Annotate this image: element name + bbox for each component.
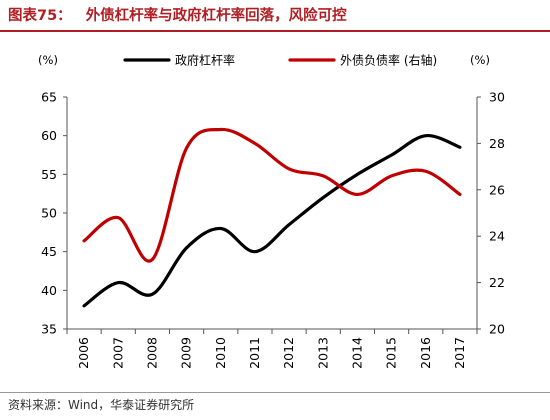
x-tick-label: 2012 xyxy=(281,337,296,369)
left-tick-label: 55 xyxy=(41,167,57,182)
x-tick-label: 2014 xyxy=(349,337,364,369)
left-tick-label: 50 xyxy=(41,206,57,221)
x-tick-label: 2017 xyxy=(452,337,467,369)
left-tick-label: 40 xyxy=(41,283,57,298)
series-line-government-leverage xyxy=(82,134,462,308)
series-line-external-debt xyxy=(82,127,462,263)
figure-header: 图表75： 外债杠杆率与政府杠杆率回落，风险可控 xyxy=(0,0,550,32)
left-tick-label: 45 xyxy=(41,244,57,259)
chart-area: 35 40 45 50 55 60 65 20 22 24 26 28 30 (%) (%) 2006 2007… xyxy=(38,53,505,369)
bottom-divider xyxy=(0,392,550,393)
legend-label: 外债负债率 (右轴) xyxy=(340,53,437,68)
right-tick-label: 28 xyxy=(489,136,505,151)
x-tick-label: 2009 xyxy=(179,337,194,369)
x-tick-label: 2007 xyxy=(110,337,125,369)
x-tick-label: 2010 xyxy=(213,337,228,369)
right-tick-label: 22 xyxy=(489,275,505,290)
source-note: 资料来源：Wind，华泰证券研究所 xyxy=(8,398,195,412)
legend-label: 政府杠杆率 xyxy=(175,53,235,68)
x-tick-label: 2015 xyxy=(384,337,399,369)
right-tick-label: 30 xyxy=(489,90,505,105)
right-tick-label: 26 xyxy=(489,182,505,197)
right-tick-label: 20 xyxy=(489,322,505,337)
x-tick-label: 2006 xyxy=(76,337,91,369)
right-axis-unit: (%) xyxy=(470,53,490,67)
x-tick-label: 2013 xyxy=(315,337,330,369)
right-tick-label: 24 xyxy=(489,229,505,244)
figure-title-row: 图表75： 外债杠杆率与政府杠杆率回落，风险可控 xyxy=(8,4,347,25)
left-axis-unit: (%) xyxy=(38,53,58,67)
x-tick-label: 2016 xyxy=(418,337,433,369)
figure-title: 外债杠杆率与政府杠杆率回落，风险可控 xyxy=(85,8,347,24)
x-tick-label: 2011 xyxy=(247,337,262,369)
figure-label: 图表75： xyxy=(8,8,72,24)
left-tick-label: 65 xyxy=(41,90,57,105)
x-tick-label: 2008 xyxy=(144,337,159,369)
left-tick-label: 60 xyxy=(41,128,57,143)
left-tick-label: 35 xyxy=(41,322,57,337)
